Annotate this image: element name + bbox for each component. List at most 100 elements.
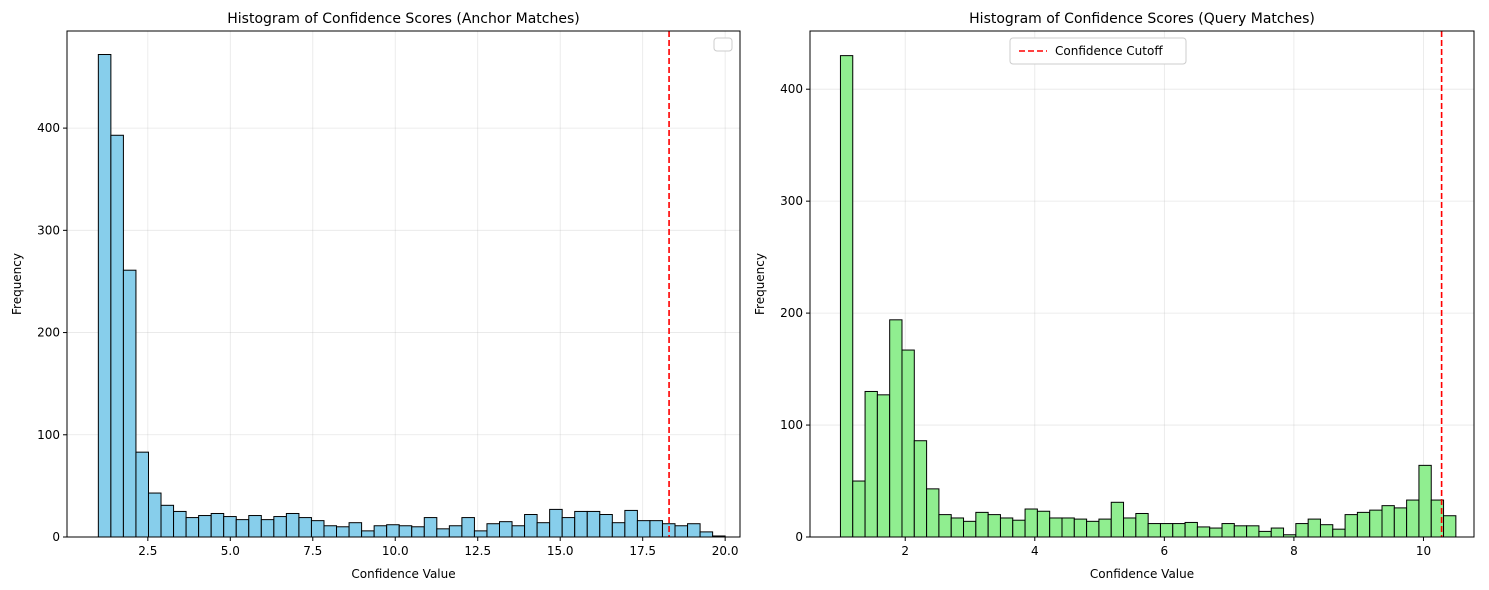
anchor-histogram-panel: 2.5 5.0 7.5 10.0 12.5 15.0 17.5 20.0 0 100 200 300… xyxy=(10,11,741,581)
query-y-tick-label-1: 100 xyxy=(780,418,803,432)
query-bar-5 xyxy=(901,349,915,538)
query-bar-3 xyxy=(876,394,891,538)
query-bar-47 xyxy=(1418,464,1432,538)
anchor-x-tick-label-1: 5.0 xyxy=(221,544,240,558)
anchor-bar-46 xyxy=(674,525,689,538)
query-bar-41 xyxy=(1344,514,1358,538)
anchor-bar-14 xyxy=(273,516,287,538)
anchor-bar-47 xyxy=(687,523,701,538)
anchor-legend-box xyxy=(713,37,733,52)
anchor-x-ticks: 2.5 5.0 7.5 10.0 12.5 15.0 17.5 20.0 xyxy=(138,537,739,558)
anchor-bar-38 xyxy=(574,510,588,538)
query-bar-23 xyxy=(1123,517,1137,538)
query-bar-11 xyxy=(975,511,989,538)
anchor-bar-7 xyxy=(185,517,200,538)
anchor-bar-0 xyxy=(97,54,112,538)
anchor-bar-13 xyxy=(260,519,275,538)
query-bar-22 xyxy=(1110,501,1125,538)
anchor-bar-17 xyxy=(310,520,325,538)
anchor-x-tick-label-0: 2.5 xyxy=(138,544,157,558)
anchor-axes-frame xyxy=(66,30,741,538)
query-bar-44 xyxy=(1381,505,1395,538)
query-bar-26 xyxy=(1159,523,1174,538)
anchor-bar-29 xyxy=(461,517,475,538)
query-chart-title: Histogram of Confidence Scores (Query Ma… xyxy=(969,11,1315,27)
anchor-y-tick-label-3: 300 xyxy=(37,223,60,237)
anchor-y-tick-label-1: 100 xyxy=(37,428,60,442)
query-bar-40 xyxy=(1332,528,1346,538)
anchor-bar-32 xyxy=(499,521,513,538)
anchor-bar-41 xyxy=(611,522,626,538)
anchor-bar-8 xyxy=(198,515,212,538)
anchor-x-tick-label-2: 7.5 xyxy=(303,544,322,558)
query-bar-18 xyxy=(1061,517,1075,538)
anchor-bar-20 xyxy=(348,522,363,538)
anchor-bar-48 xyxy=(699,531,714,538)
anchor-y-ticks: 0 100 200 300 400 xyxy=(37,121,67,544)
query-x-axis-label: Confidence Value xyxy=(1090,567,1194,581)
query-bar-38 xyxy=(1307,518,1321,538)
query-bar-34 xyxy=(1258,530,1272,538)
anchor-bar-2 xyxy=(122,269,137,538)
query-bar-20 xyxy=(1086,520,1100,538)
query-bar-9 xyxy=(950,517,965,538)
query-y-ticks: 0 100 200 300 400 xyxy=(780,82,810,544)
query-bar-13 xyxy=(999,517,1014,538)
anchor-y-tick-label-4: 400 xyxy=(37,121,60,135)
query-y-tick-label-0: 0 xyxy=(795,530,803,544)
query-bar-16 xyxy=(1036,510,1051,538)
query-x-tick-label-4: 10 xyxy=(1416,544,1431,558)
query-legend-label: Confidence Cutoff xyxy=(1055,44,1163,58)
query-bar-10 xyxy=(963,520,977,538)
anchor-bar-3 xyxy=(135,451,149,538)
anchor-bar-40 xyxy=(599,514,613,538)
anchor-bar-9 xyxy=(210,512,225,538)
anchor-bar-34 xyxy=(524,514,538,538)
anchor-bar-12 xyxy=(248,515,262,538)
anchor-bars xyxy=(97,54,726,538)
anchor-bar-18 xyxy=(323,525,338,538)
query-bar-25 xyxy=(1147,523,1161,538)
query-bar-19 xyxy=(1073,518,1088,538)
anchor-bar-23 xyxy=(386,524,400,538)
anchor-y-tick-label-0: 0 xyxy=(52,530,60,544)
anchor-bar-16 xyxy=(298,517,312,538)
anchor-x-tick-label-6: 17.5 xyxy=(629,544,656,558)
anchor-bar-33 xyxy=(511,525,526,538)
query-bar-28 xyxy=(1184,521,1198,538)
query-bar-6 xyxy=(913,440,928,538)
anchor-bar-1 xyxy=(110,134,124,538)
query-bar-30 xyxy=(1209,527,1223,538)
anchor-bar-10 xyxy=(223,516,237,538)
query-bar-12 xyxy=(987,514,1001,538)
query-bar-42 xyxy=(1356,511,1371,538)
query-bar-4 xyxy=(889,319,903,538)
query-x-tick-label-3: 8 xyxy=(1290,544,1298,558)
anchor-bar-39 xyxy=(586,510,601,538)
anchor-bar-26 xyxy=(423,517,438,538)
query-bar-33 xyxy=(1246,525,1260,538)
anchor-bar-24 xyxy=(398,525,413,538)
anchor-x-tick-label-4: 12.5 xyxy=(464,544,491,558)
query-bar-27 xyxy=(1172,523,1186,538)
query-x-tick-label-1: 4 xyxy=(1031,544,1039,558)
query-bar-1 xyxy=(852,480,866,538)
query-bar-21 xyxy=(1098,518,1112,538)
query-bar-49 xyxy=(1443,515,1457,538)
anchor-bar-22 xyxy=(373,525,388,538)
anchor-y-axis-label: Frequency xyxy=(10,253,24,315)
anchor-grid xyxy=(67,31,740,538)
query-bar-24 xyxy=(1135,512,1149,538)
query-bar-39 xyxy=(1319,524,1334,538)
anchor-bar-4 xyxy=(147,492,162,538)
query-bar-31 xyxy=(1221,523,1235,538)
query-legend: Confidence Cutoff xyxy=(1009,37,1187,65)
anchor-bar-28 xyxy=(448,525,463,538)
anchor-bar-25 xyxy=(411,526,425,538)
anchor-bar-27 xyxy=(436,528,450,538)
query-bar-17 xyxy=(1049,517,1063,538)
query-bar-14 xyxy=(1012,519,1026,538)
anchor-x-tick-label-5: 15.0 xyxy=(547,544,574,558)
query-y-axis-label: Frequency xyxy=(753,253,767,315)
